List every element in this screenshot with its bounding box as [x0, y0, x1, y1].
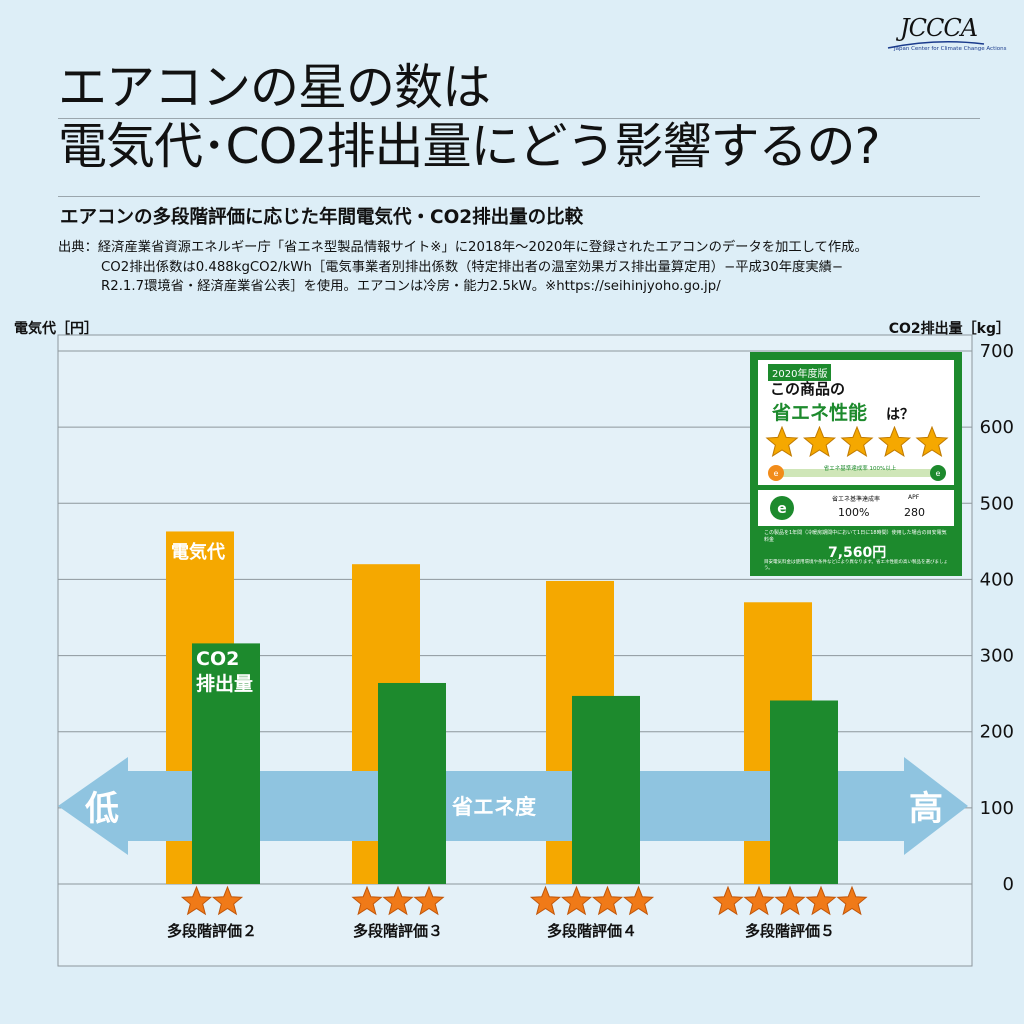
energy-label-top: 2020年度版 この商品の 省エネ性能 は？ e e 省エネ基準達成率 100%… [758, 360, 954, 485]
energy-label-star-icon-5 [915, 426, 949, 458]
title-rule-2 [58, 196, 980, 197]
arrow-low-label: 低 [85, 789, 119, 829]
star-icon-4-4 [805, 885, 837, 916]
source-line-3: R2.1.7環境省・経済産業省公表］を使用。エアコンは冷房・能力2.5kW。※h… [101, 279, 721, 294]
energy-label-apf-header: APF [908, 494, 920, 501]
arrow-high-label: 高 [909, 789, 943, 829]
star-icon-3-1 [529, 885, 562, 916]
y-tick-500: 500 [980, 493, 1014, 514]
star-icon-4-1 [712, 885, 744, 916]
title-rule-1 [58, 118, 980, 119]
y-tick-300: 300 [980, 646, 1014, 667]
svg-text:e: e [936, 469, 941, 478]
category-label-4: 多段階評価５ [745, 922, 835, 940]
page-title: エアコンの星の数は 電気代･CO2排出量にどう影響するの? [58, 58, 980, 176]
energy-label-question-2: 省エネ性能 [772, 402, 868, 424]
category-label-3: 多段階評価４ [547, 922, 637, 940]
saving-arrow-icon [58, 757, 968, 855]
logo-swoosh-icon [887, 40, 985, 49]
energy-label-e-mark-icon: e [770, 496, 794, 520]
logo-text: JCCCA [900, 14, 978, 42]
star-icon-2-1 [351, 885, 383, 916]
source-note: 出典：経済産業省資源エネルギー庁「省エネ型製品情報サイト※」に2018年～202… [58, 238, 868, 297]
star-icon-1-2 [211, 885, 244, 916]
y-tick-0: 0 [1003, 874, 1014, 895]
energy-label-question-3: は？ [886, 407, 914, 423]
star-icon-3-2 [560, 885, 593, 916]
jccca-logo: JCCCA Japan Center for Climate Change Ac… [880, 14, 1006, 58]
inline-label-cost: 電気代 [171, 541, 225, 563]
star-icon-4-2 [743, 885, 775, 916]
energy-label-star-icon-2 [802, 426, 837, 458]
bar-co2-1 [192, 643, 260, 884]
source-line-2: CO2排出係数は0.488kgCO2/kWh［電気事業者別排出係数（特定排出者の… [101, 259, 844, 275]
energy-label-apf-value: 280 [904, 506, 925, 519]
energy-label-values: e 省エネ基準達成率 APF 100% 280 [758, 490, 954, 526]
y-tick-200: 200 [980, 722, 1014, 743]
arrow-center-label: 省エネ度 [451, 795, 536, 819]
energy-label-footnote-2: 目安電気料金は使用環境や条件などにより異なります。省エネ性能の高い製品を選びまし… [764, 560, 948, 571]
svg-text:e: e [777, 501, 787, 517]
y-tick-700: 700 [980, 341, 1014, 362]
star-icon-2-2 [382, 885, 414, 916]
y-axis-right-label: CO2排出量［kg］ [888, 321, 1010, 337]
y-tick-100: 100 [980, 798, 1014, 819]
category-label-2: 多段階評価３ [353, 922, 443, 940]
energy-label-rate-value: 100% [838, 506, 870, 519]
energy-label-star-icon-3 [840, 426, 874, 458]
star-icon-2-3 [413, 885, 445, 916]
energy-label-stars [765, 426, 949, 458]
energy-label-footnote: この製品を1年間（冷暖房期間中において1日に18時間）使用した場合の目安電気料金 [764, 530, 947, 543]
energy-label-star-icon-4 [877, 426, 912, 458]
inline-label-co2-2: 排出量 [196, 672, 253, 695]
star-icon-3-4 [622, 885, 655, 916]
energy-label-question-1: この商品の [770, 380, 846, 398]
bar-co2-2 [378, 682, 446, 884]
chart-subtitle: エアコンの多段階評価に応じた年間電気代・CO2排出量の比較 [60, 207, 584, 228]
star-icon-3-3 [591, 885, 624, 916]
title-line-1: エアコンの星の数は [58, 59, 491, 116]
category-label-1: 多段階評価２ [167, 922, 257, 940]
source-line-1: 出典：経済産業省資源エネルギー庁「省エネ型製品情報サイト※」に2018年～202… [58, 240, 868, 255]
energy-label-price: 7,560円 [828, 545, 887, 561]
title-line-2: 電気代･CO2排出量にどう影響するの? [58, 118, 880, 175]
y-tick-600: 600 [980, 417, 1014, 438]
inline-label-co2-1: CO2 [196, 648, 239, 670]
bar-co2-3 [572, 695, 640, 884]
energy-label-rate-header: 省エネ基準達成率 [832, 496, 881, 503]
energy-label-star-icon-1 [765, 426, 799, 458]
energy-label-card: 2020年度版 この商品の 省エネ性能 は？ e e 省エネ基準達成率 100%… [750, 352, 962, 576]
y-axis-left-label: 電気代［円］ [14, 321, 98, 337]
logo-subtitle: Japan Center for Climate Change Actions [894, 46, 1007, 52]
star-icon-4-5 [836, 885, 868, 916]
energy-label-rate-caption: 省エネ基準達成率 100%以上 [823, 466, 897, 472]
y-tick-400: 400 [980, 569, 1014, 590]
star-icon-4-3 [774, 885, 806, 916]
bar-co2-4 [770, 700, 838, 884]
svg-text:e: e [774, 469, 779, 478]
energy-label-year: 2020年度版 [768, 364, 832, 381]
energy-label-rate-arrow-icon: e e [768, 465, 946, 481]
star-icon-1-1 [180, 885, 213, 916]
